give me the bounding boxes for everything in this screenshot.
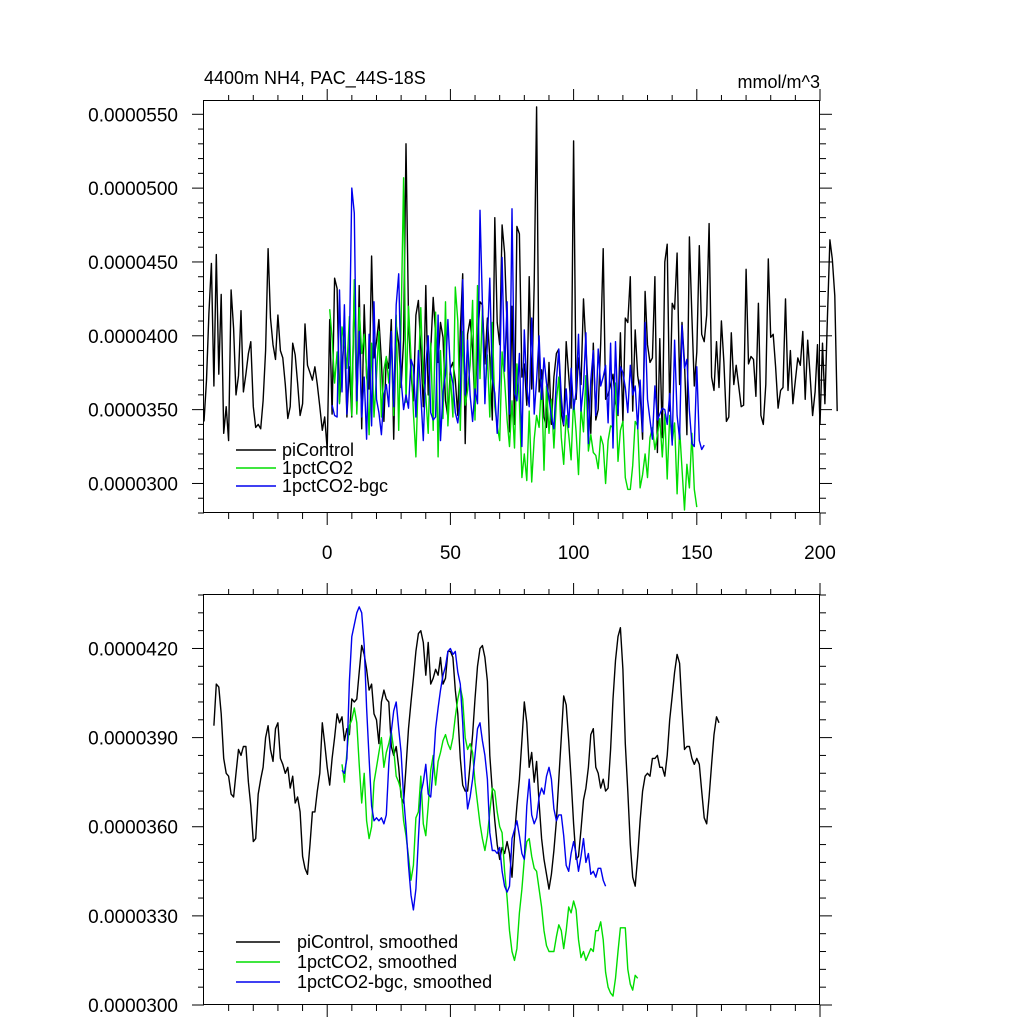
- series-line-picontrol-smoothed: [213, 627, 720, 890]
- y-tick-label: 0.0000300: [88, 474, 178, 495]
- top-series-lines: [203, 106, 838, 511]
- legend-label: 1pctCO2: [282, 458, 353, 478]
- bottom-series-lines: [213, 606, 720, 997]
- legend-label: 1pctCO2-bgc: [282, 476, 388, 496]
- y-tick-label: 0.0000420: [88, 639, 178, 660]
- top-plot-frame: [203, 100, 820, 513]
- top-panel: 4400m NH4, PAC_44S-18S mmol/m^3 0.000030…: [88, 68, 838, 564]
- x-tick-label: 200: [804, 543, 836, 564]
- x-tick-label: 100: [558, 543, 590, 564]
- y-tick-label: 0.0000400: [88, 327, 178, 348]
- bottom-panel: 0.0000300 0.0000330 0.0000360 0.0000390 0.00…: [88, 583, 832, 1017]
- bottom-plot-frame: [203, 594, 820, 1005]
- y-tick-label: 0.0000450: [88, 253, 178, 274]
- series-line-picontrol: [203, 106, 838, 454]
- y-tick-label: 0.0000360: [88, 818, 178, 839]
- legend-label: piControl: [282, 440, 354, 460]
- legend-label: 1pctCO2-bgc, smoothed: [297, 972, 492, 992]
- top-y-tick-labels: 0.0000300 0.0000350 0.0000400 0.0000450 0.00…: [88, 105, 178, 495]
- y-tick-label: 0.0000300: [88, 996, 178, 1017]
- legend-label: piControl, smoothed: [297, 932, 458, 952]
- top-x-tick-labels: 0 50 100 150 200: [322, 543, 836, 564]
- y-tick-label: 0.0000390: [88, 729, 178, 750]
- y-tick-label: 0.0000500: [88, 179, 178, 200]
- x-tick-label: 0: [322, 543, 333, 564]
- bottom-y-tick-labels: 0.0000300 0.0000330 0.0000360 0.0000390 0.00…: [88, 639, 178, 1017]
- x-tick-label: 50: [440, 543, 461, 564]
- y-tick-label: 0.0000550: [88, 105, 178, 126]
- series-line-1pctco2-bgc: [331, 187, 705, 451]
- top-chart-title: 4400m NH4, PAC_44S-18S: [204, 68, 426, 89]
- y-tick-label: 0.0000330: [88, 907, 178, 928]
- legend-label: 1pctCO2, smoothed: [297, 952, 457, 972]
- x-tick-label: 150: [681, 543, 713, 564]
- top-chart-units: mmol/m^3: [738, 72, 820, 92]
- y-tick-label: 0.0000350: [88, 401, 178, 422]
- series-line-1pctco2-bgc-smoothed: [341, 606, 607, 911]
